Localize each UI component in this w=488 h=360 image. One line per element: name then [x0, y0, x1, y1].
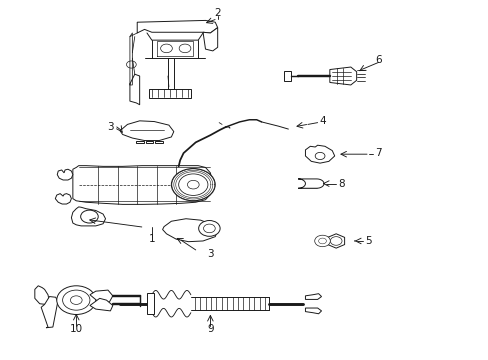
Polygon shape — [298, 179, 323, 188]
Text: 7: 7 — [374, 148, 381, 158]
Circle shape — [62, 290, 90, 310]
Polygon shape — [41, 297, 58, 328]
Polygon shape — [327, 234, 344, 248]
Polygon shape — [162, 219, 217, 242]
Text: 3: 3 — [107, 122, 114, 132]
Circle shape — [315, 152, 325, 159]
Polygon shape — [71, 207, 105, 226]
Polygon shape — [57, 169, 73, 180]
Polygon shape — [73, 166, 212, 204]
Polygon shape — [137, 21, 217, 33]
Polygon shape — [55, 194, 71, 204]
Circle shape — [171, 168, 215, 201]
Text: 1: 1 — [148, 234, 155, 244]
Circle shape — [314, 235, 330, 247]
Polygon shape — [329, 67, 356, 85]
Polygon shape — [136, 140, 143, 143]
Polygon shape — [305, 145, 334, 163]
Polygon shape — [120, 121, 173, 140]
Polygon shape — [155, 140, 163, 143]
Text: 5: 5 — [365, 236, 371, 246]
Text: 8: 8 — [338, 179, 345, 189]
Polygon shape — [90, 290, 113, 304]
Polygon shape — [145, 140, 153, 143]
Polygon shape — [203, 28, 217, 51]
Polygon shape — [305, 308, 321, 314]
Polygon shape — [283, 71, 290, 81]
Text: 10: 10 — [70, 324, 82, 334]
Polygon shape — [149, 89, 190, 98]
Text: 9: 9 — [206, 324, 213, 334]
Polygon shape — [35, 286, 49, 305]
Circle shape — [330, 237, 341, 245]
Text: 2: 2 — [214, 8, 221, 18]
Circle shape — [57, 286, 96, 315]
Polygon shape — [305, 294, 321, 300]
Circle shape — [198, 221, 220, 236]
Text: 4: 4 — [319, 116, 325, 126]
Polygon shape — [90, 298, 113, 311]
Text: 3: 3 — [206, 248, 213, 258]
Text: 6: 6 — [374, 55, 381, 65]
Polygon shape — [147, 293, 154, 315]
